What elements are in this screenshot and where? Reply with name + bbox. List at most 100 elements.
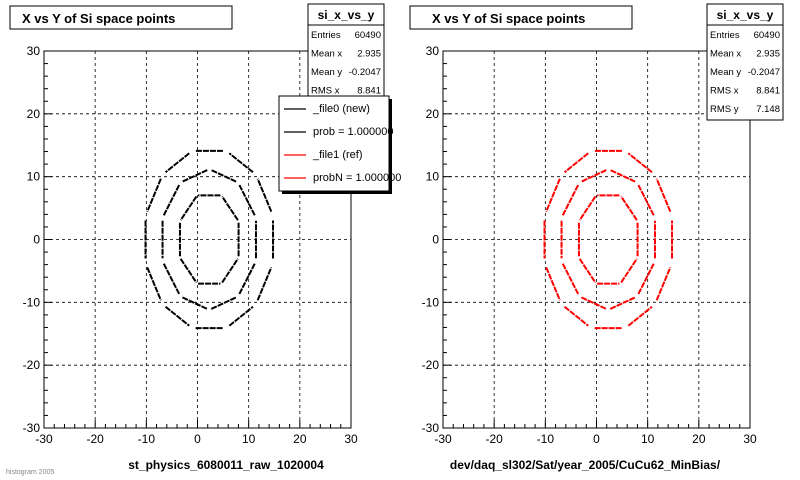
left-chart-title: X vs Y of Si space points (22, 11, 175, 26)
space-point-segment (580, 169, 607, 183)
space-point-segment (181, 296, 208, 310)
space-point-segment (179, 195, 198, 221)
y-tick-label: -30 (23, 421, 41, 435)
space-point-segment (181, 169, 208, 183)
space-point-segment (637, 263, 655, 295)
stats-value: 8.841 (756, 86, 780, 97)
y-tick-label: 10 (426, 170, 440, 184)
space-point-segment (561, 263, 580, 295)
y-tick-label: 30 (27, 44, 41, 58)
space-point-segment (146, 178, 162, 213)
space-point-segment (578, 195, 597, 221)
legend-label: prob = 1.000000 (313, 126, 393, 138)
space-point-segment (221, 195, 239, 221)
stats-label: RMS x (311, 86, 340, 97)
right-chart-title: X vs Y of Si space points (432, 11, 585, 26)
right-stats-box: si_x_vs_y Entries 60490 Mean x 2.935 Mean y-… (706, 3, 784, 121)
stats-label: Entries (311, 30, 341, 41)
y-tick-label: 0 (432, 233, 439, 247)
space-point-segment (164, 305, 190, 327)
stats-label: RMS x (710, 86, 739, 97)
right-stats-title: si_x_vs_y (717, 8, 774, 22)
x-tick-label: -20 (485, 432, 503, 446)
x-tick-label: -10 (138, 432, 156, 446)
y-tick-label: 30 (426, 44, 440, 58)
space-point-segment (162, 263, 181, 295)
space-point-segment (561, 184, 580, 216)
y-tick-label: -10 (422, 295, 440, 309)
legend-label: _file1 (ref) (312, 149, 363, 161)
x-tick-label: -10 (537, 432, 555, 446)
x-tick-label: -30 (35, 432, 53, 446)
stats-value: 8.841 (357, 86, 381, 97)
left-x-axis-label: st_physics_6080011_raw_1020004 (128, 458, 324, 472)
right-grid (443, 51, 750, 428)
stats-value: -0.2047 (349, 67, 381, 78)
stats-label: Mean y (311, 67, 342, 78)
stats-label: Entries (710, 30, 740, 41)
space-point-segment (563, 305, 589, 327)
x-tick-label: 30 (743, 432, 757, 446)
left-title-box (9, 5, 233, 30)
space-point-segment (609, 169, 636, 183)
x-tick-label: -20 (86, 432, 104, 446)
right-data-points (543, 149, 674, 330)
y-tick-label: 0 (33, 233, 40, 247)
space-point-segment (563, 152, 589, 174)
right-stats-rows: Entries 60490 Mean x 2.935 Mean y -0.2047 RMS … (710, 30, 780, 115)
x-tick-label: 10 (641, 432, 655, 446)
space-point-segment (655, 266, 672, 301)
stats-value: 7.148 (756, 104, 780, 115)
space-point-segment (545, 178, 561, 213)
space-point-segment (637, 184, 655, 216)
y-tick-label: 20 (426, 107, 440, 121)
stats-label: Mean x (710, 49, 741, 60)
right-x-axis-label: dev/daq_sl302/Sat/year_2005/CuCu62_MinBi… (450, 458, 721, 472)
x-tick-label: 0 (593, 432, 600, 446)
legend-label: probN = 1.000000 (313, 172, 401, 184)
stats-value: 2.935 (357, 49, 381, 60)
space-point-segment (228, 305, 254, 327)
right-axis-ticks: -30 -20 -10 0 10 20 30 -30 -20 -10 0 10 20 30 (422, 44, 757, 446)
stats-value: 60490 (754, 30, 780, 41)
space-point-segment (256, 178, 273, 213)
y-tick-label: -20 (23, 358, 41, 372)
legend-label: _file0 (new) (312, 103, 370, 115)
y-tick-label: 10 (27, 170, 41, 184)
space-point-segment (238, 263, 256, 295)
y-tick-label: 20 (27, 107, 41, 121)
space-point-segment (627, 152, 653, 174)
space-point-segment (609, 296, 636, 310)
space-point-segment (545, 266, 561, 301)
x-tick-label: 20 (293, 432, 307, 446)
right-chart-panel: -30 -20 -10 0 10 20 30 -30 -20 -10 0 10 20 30 X vs Y … (409, 3, 784, 472)
space-point-segment (228, 152, 254, 174)
space-point-segment (146, 266, 162, 301)
left-stats-title: si_x_vs_y (318, 8, 375, 22)
space-point-segment (164, 152, 190, 174)
stats-value: 60490 (355, 30, 381, 41)
left-stats-box: si_x_vs_y Entries 60490 Mean x 2.935 Mean y-… (307, 3, 385, 103)
stats-label: Mean x (311, 49, 342, 60)
space-point-segment (580, 296, 607, 310)
stats-value: -0.2047 (748, 67, 780, 78)
x-tick-label: 20 (692, 432, 706, 446)
stats-label: RMS y (710, 104, 739, 115)
space-point-segment (179, 258, 198, 284)
space-point-segment (210, 169, 237, 183)
left-data-points (144, 149, 275, 330)
y-tick-label: -20 (422, 358, 440, 372)
space-point-segment (578, 258, 597, 284)
left-axis-ticks: -30 -20 -10 0 10 20 30 -30 -20 -10 0 10 20 30 (23, 44, 358, 446)
space-point-segment (221, 258, 239, 284)
left-footer-text: histogram 2005 (6, 469, 54, 476)
x-tick-label: 0 (194, 432, 201, 446)
left-chart-panel: -30 -20 -10 0 10 20 30 -30 -20 -10 0 10 20 30 X vs Y … (6, 3, 401, 476)
left-stats-rows: Entries 60490 Mean x 2.935 Mean y -0.2047 RMS … (311, 30, 381, 97)
left-legend: _file0 (new) prob = 1.000000 _file1 (ref) p… (278, 95, 401, 194)
space-point-segment (620, 258, 638, 284)
y-tick-label: -30 (422, 421, 440, 435)
x-tick-label: -30 (434, 432, 452, 446)
stats-label: Mean y (710, 67, 741, 78)
